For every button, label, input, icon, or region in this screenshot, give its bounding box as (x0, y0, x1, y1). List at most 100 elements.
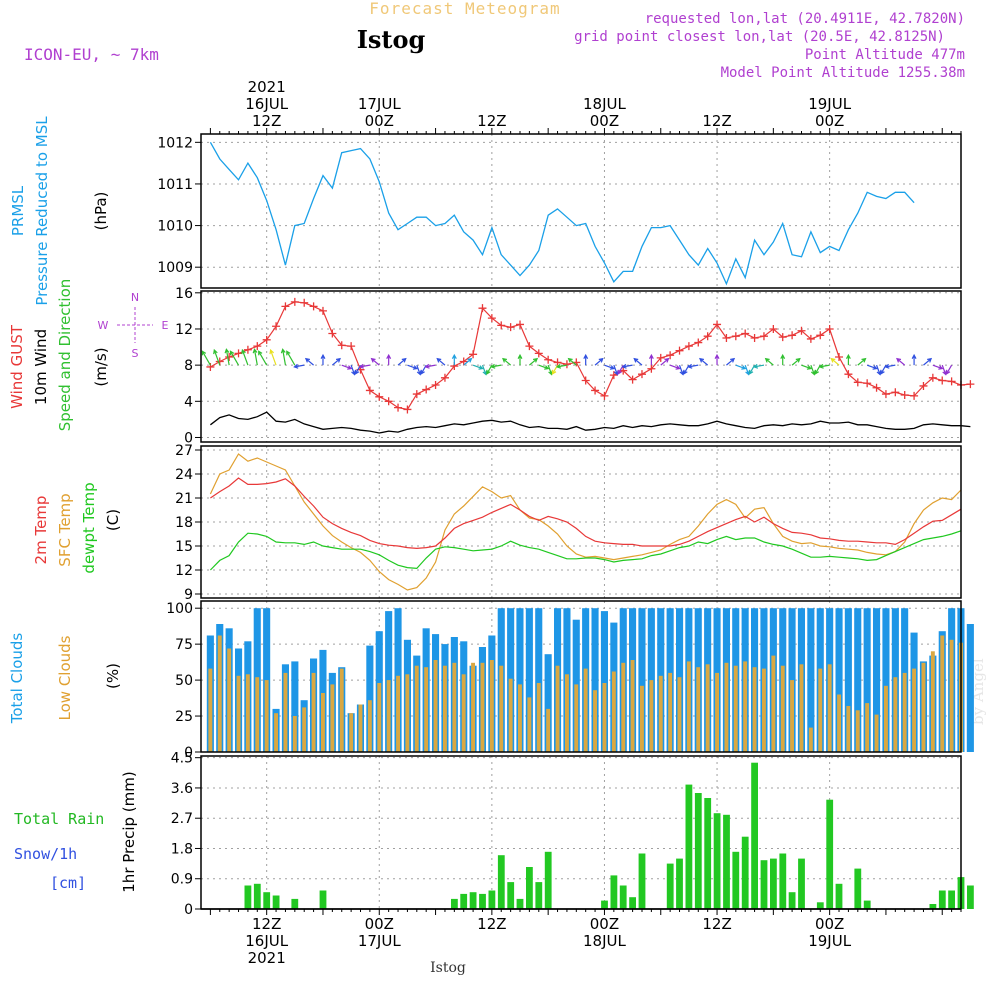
pressure-label-unit: (hPa) (92, 192, 110, 231)
sfc-temp-line (209, 453, 962, 591)
rain-bar (676, 858, 683, 909)
wind-direction-arrow (424, 363, 436, 369)
wind-gust-point (806, 334, 815, 343)
wind-direction-arrow (764, 357, 774, 366)
wind-gust-point (759, 332, 768, 341)
wind-direction-arrow (567, 357, 577, 366)
wind-gust-point (487, 314, 496, 323)
temp-2m-line (210, 477, 962, 550)
low-cloud-bar (743, 661, 748, 752)
bottom-time-label: 12Z (702, 915, 731, 933)
temp-label-dewpt: dewpt Temp (80, 482, 98, 573)
wind-label-10m: 10m Wind (32, 329, 50, 405)
wind-label-direction: Speed and Direction (56, 279, 74, 432)
wind-direction-arrow (911, 353, 917, 366)
wind-direction-arrow (517, 353, 523, 366)
top-time-label: 12Z (702, 112, 731, 130)
low-cloud-bar (471, 662, 475, 752)
y-tick-label: 0.9 (171, 872, 193, 888)
total-cloud-bar (854, 608, 862, 752)
precip-legend-unit: [cm] (50, 874, 86, 892)
panel-frame (200, 755, 962, 910)
low-cloud-bar (912, 668, 916, 752)
low-cloud-bar (508, 678, 513, 752)
low-cloud-bar (780, 665, 785, 752)
low-cloud-bar (771, 655, 776, 752)
low-cloud-bar (865, 703, 870, 752)
wind-direction-arrow (397, 357, 407, 366)
rain-bar (826, 799, 834, 909)
total-cloud-bar (966, 624, 974, 752)
low-cloud-bar (339, 668, 344, 752)
low-cloud-bar (621, 662, 626, 752)
total-cloud-bar (863, 608, 871, 752)
y-tick-label: 50 (175, 673, 193, 689)
panel-frame (200, 290, 962, 443)
wind-direction-arrow (744, 364, 750, 376)
wind-gust-point (684, 342, 693, 351)
wind-direction-arrow (699, 357, 709, 366)
y-tick-label: 1009 (157, 260, 193, 276)
low-cloud-bar (414, 665, 419, 752)
wind-gust-point (966, 380, 975, 389)
wind-direction-arrow (547, 364, 553, 376)
low-cloud-bar (386, 680, 391, 752)
wind-direction-arrow (791, 357, 801, 366)
cloud-label-total: Total Clouds (8, 633, 26, 725)
total-cloud-bar (638, 608, 646, 752)
wind-gust-point (253, 342, 262, 351)
compass-north: N (131, 291, 139, 304)
wind-direction-arrow (304, 357, 314, 366)
rain-bar (751, 762, 758, 909)
low-cloud-bar (283, 672, 288, 752)
y-tick-label: 3.6 (171, 781, 193, 797)
rain-bar (601, 900, 608, 909)
bottom-time-label: 17JUL (358, 932, 401, 950)
y-tick-label: 15 (175, 539, 193, 555)
wind-gust-point (703, 332, 712, 341)
low-cloud-bar (227, 648, 232, 752)
wind-gust-point (881, 390, 890, 399)
y-tick-label: 0 (184, 430, 193, 446)
y-tick-label: 16 (175, 286, 193, 302)
wind-gust-point (666, 351, 675, 360)
wind-direction-arrow (941, 364, 947, 376)
wind-gust-point (272, 322, 281, 331)
wind-gust-line (210, 301, 971, 411)
wind-gust-point (375, 392, 384, 401)
wind-gust-point (863, 379, 872, 388)
wind-label-gust: Wind GUST (8, 324, 26, 409)
rain-bar (713, 813, 721, 909)
wind-direction-arrow (884, 363, 896, 369)
rain-bar (854, 868, 862, 909)
low-cloud-bar (208, 668, 213, 752)
rain-bar (253, 883, 261, 909)
wind-direction-arrow (866, 364, 878, 370)
requested-coords: requested lon,lat (20.4911E, 42.7820N) (645, 11, 965, 27)
rain-bar (629, 897, 636, 909)
low-cloud-bar (349, 713, 354, 752)
cloud-label-low: Low Clouds (56, 635, 74, 720)
wind-gust-point (478, 304, 487, 313)
low-cloud-bar (565, 674, 569, 752)
low-cloud-bar (696, 667, 701, 752)
low-cloud-bar (443, 665, 447, 752)
wind-gust-point (234, 349, 243, 358)
top-time-label: 18JUL (583, 95, 626, 113)
y-tick-label: 4 (184, 394, 193, 410)
wind-direction-arrow (801, 364, 813, 370)
y-tick-label: 4.5 (171, 751, 193, 767)
total-cloud-bar (835, 608, 843, 752)
low-cloud-bar (668, 672, 673, 752)
wind-direction-arrow (896, 357, 906, 366)
y-tick-label: 1010 (157, 219, 193, 235)
low-cloud-bar (640, 685, 644, 752)
rain-bar (244, 885, 252, 909)
wind-gust-point (835, 353, 844, 362)
wind-gust-point (562, 360, 571, 369)
low-cloud-bar (808, 727, 813, 752)
low-cloud-bar (536, 683, 541, 752)
pressure-label-prmsl: PRMSL (9, 185, 27, 236)
wind-direction-arrow (538, 364, 550, 370)
low-cloud-bar (583, 668, 588, 752)
